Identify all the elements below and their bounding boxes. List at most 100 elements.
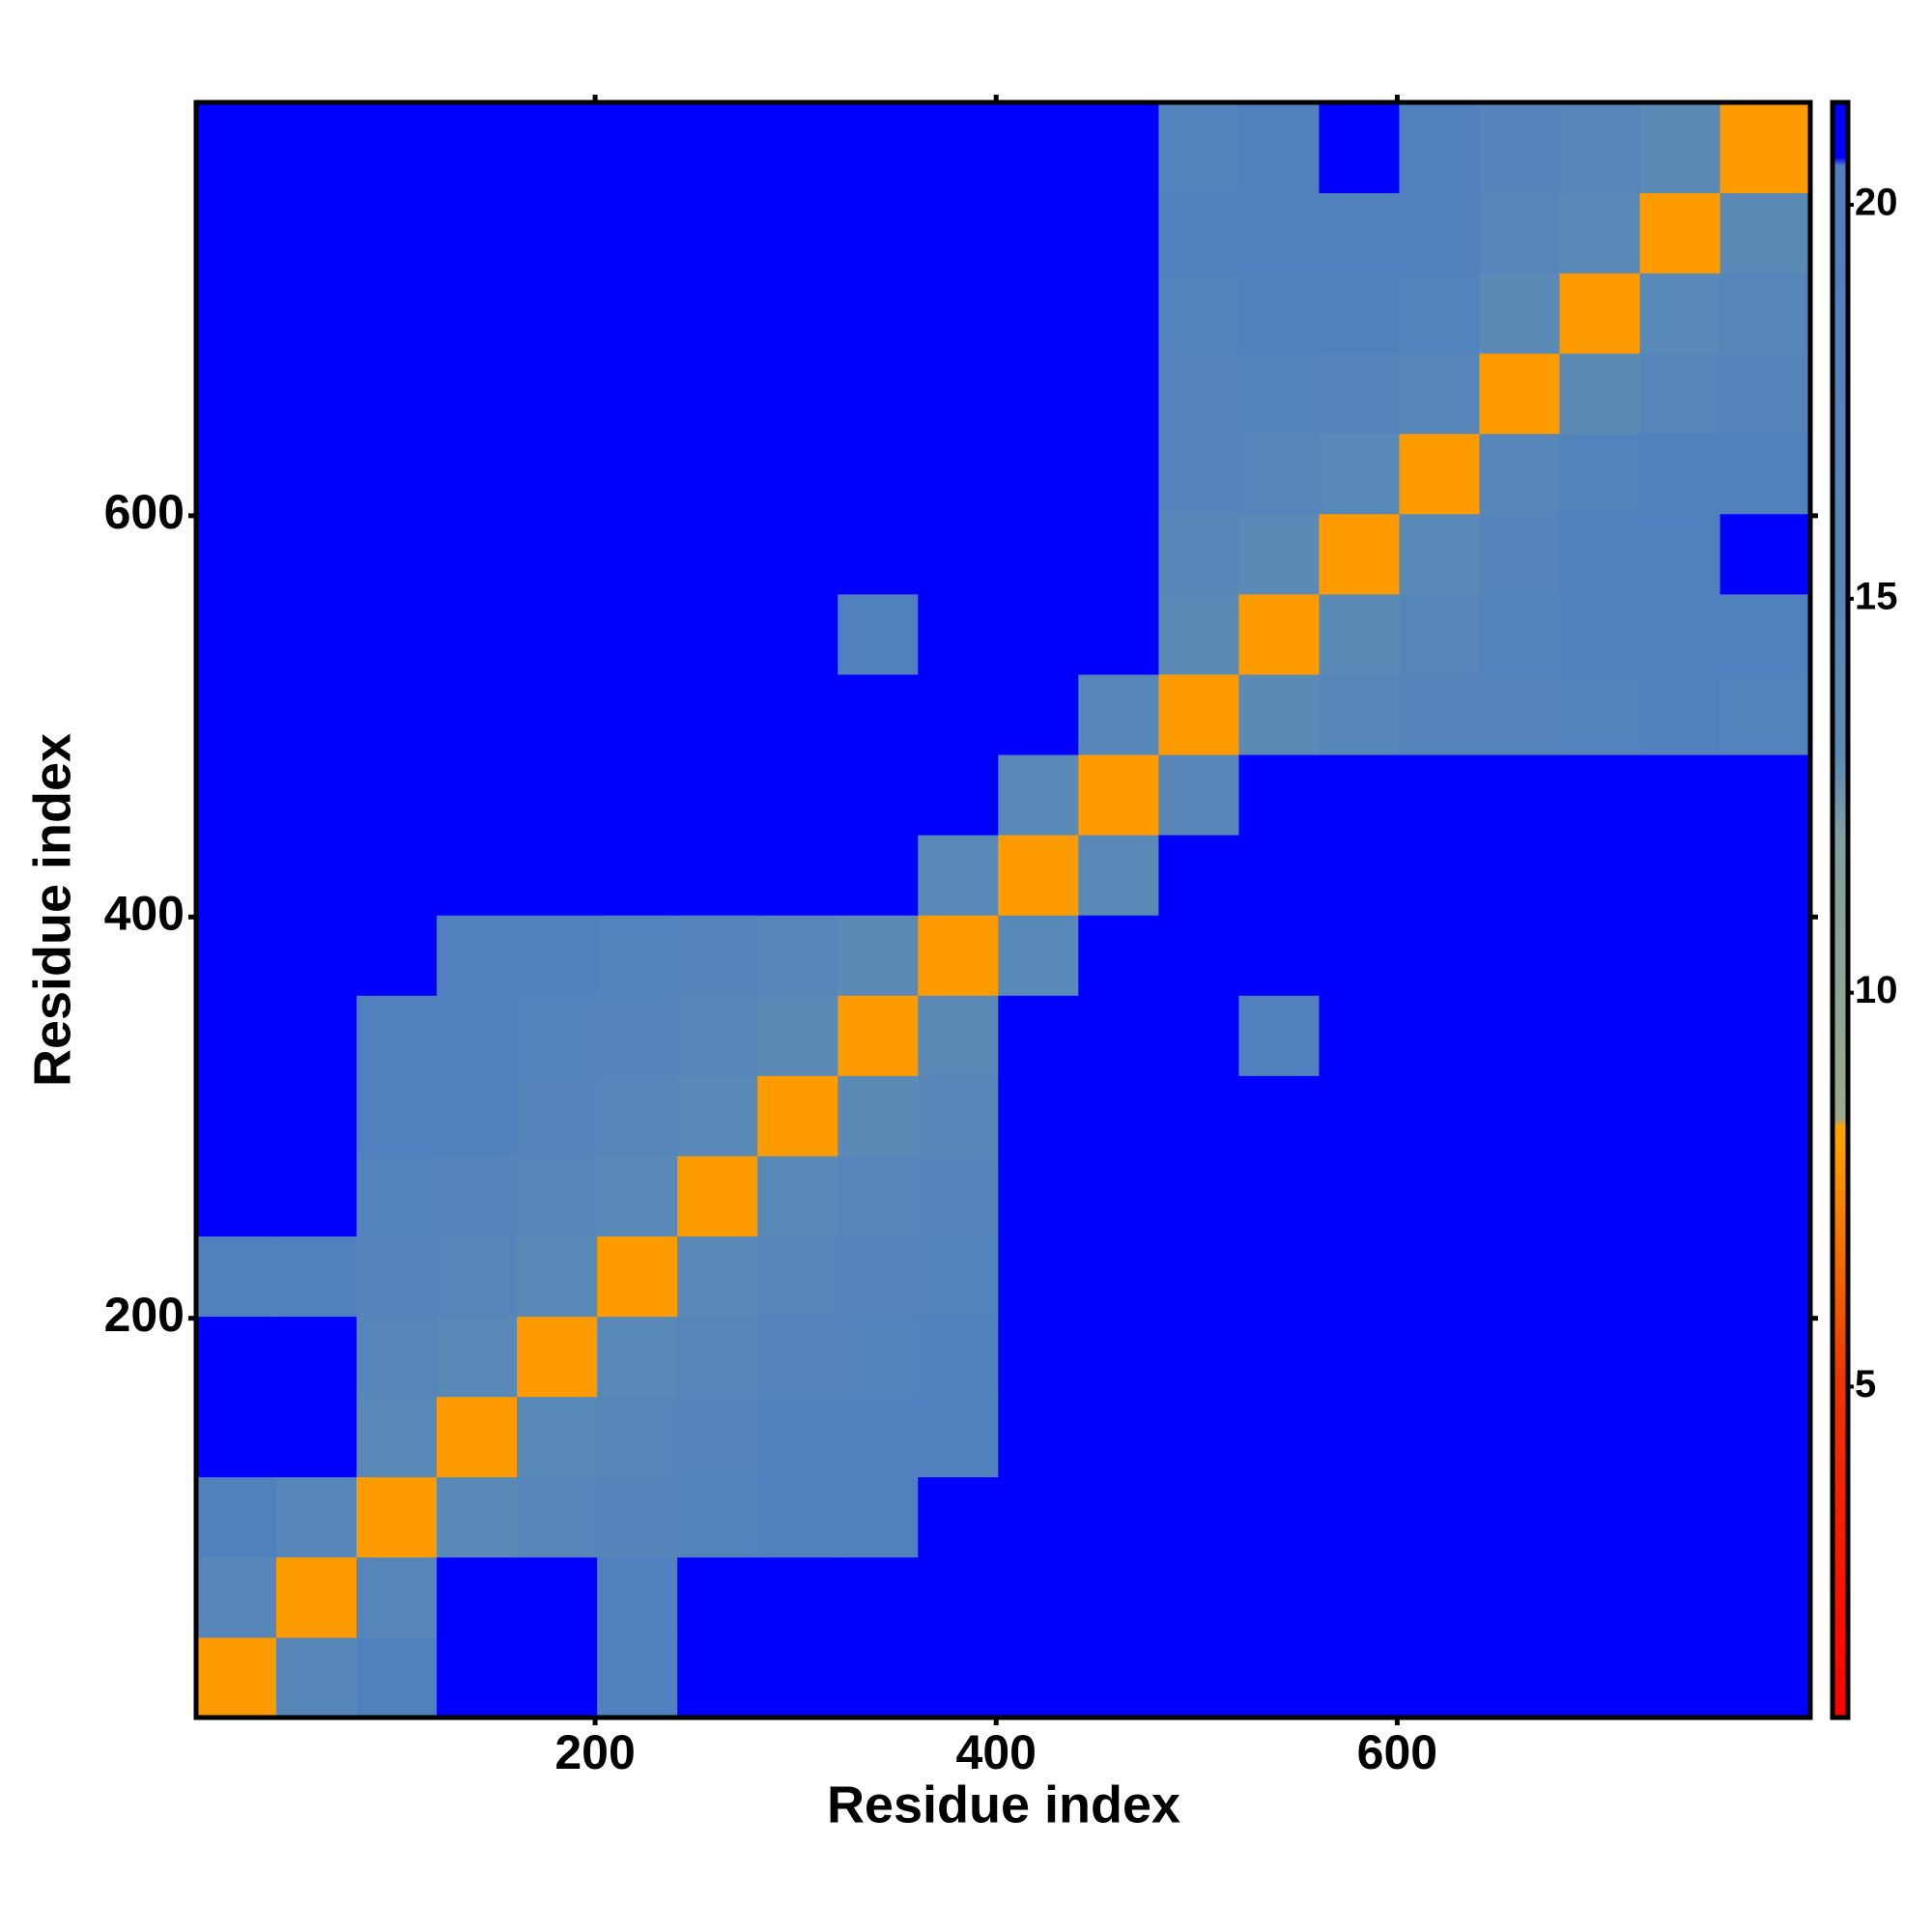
heatmap-cell	[1399, 1556, 1480, 1638]
heatmap-cell	[196, 593, 277, 675]
heatmap-cell	[838, 192, 919, 274]
heatmap-cell	[1078, 754, 1159, 836]
heatmap-cell	[677, 192, 758, 274]
heatmap-cell	[1559, 593, 1641, 675]
heatmap-cell	[1639, 433, 1721, 515]
heatmap-cell	[1479, 1476, 1561, 1558]
heatmap-cell	[1078, 513, 1159, 595]
heatmap-cell	[196, 835, 277, 916]
heatmap-cell	[918, 1075, 999, 1156]
heatmap-cell	[517, 1396, 598, 1478]
heatmap-cell	[1319, 1075, 1400, 1156]
heatmap-cell	[1158, 673, 1239, 755]
heatmap-cell	[1158, 192, 1239, 274]
heatmap-cell	[1719, 673, 1811, 755]
heatmap-cell	[517, 1556, 598, 1638]
heatmap-cell	[597, 1316, 678, 1398]
heatmap-cell	[1078, 192, 1159, 274]
heatmap-cell	[918, 1636, 999, 1719]
heatmap-cell	[597, 192, 678, 274]
heatmap-cell	[1399, 915, 1480, 996]
heatmap-cell	[998, 353, 1079, 435]
heatmap-cell	[838, 835, 919, 916]
heatmap-cell	[1719, 593, 1811, 675]
heatmap-cell	[196, 1396, 277, 1478]
heatmap-cell	[1559, 1636, 1641, 1719]
heatmap-cell	[517, 1636, 598, 1719]
heatmap-cell	[998, 272, 1079, 355]
heatmap-cell	[1559, 102, 1641, 193]
heatmap-cell	[838, 1155, 919, 1237]
heatmap-cell	[677, 1316, 758, 1398]
heatmap-cell	[918, 754, 999, 836]
heatmap-cell	[757, 1316, 838, 1398]
heatmap-cell	[437, 995, 518, 1076]
heatmap-cell	[1719, 1476, 1811, 1558]
heatmap-cell	[677, 835, 758, 916]
heatmap-cell	[517, 353, 598, 435]
heatmap-cell	[276, 593, 357, 675]
heatmap-cell	[517, 593, 598, 675]
heatmap-cell	[838, 673, 919, 755]
heatmap-cell	[677, 915, 758, 996]
heatmap-cell	[757, 1476, 838, 1558]
heatmap-cell	[838, 1636, 919, 1719]
heatmap-cell	[1399, 513, 1480, 595]
heatmap-cell	[677, 353, 758, 435]
heatmap-cell	[757, 915, 838, 996]
heatmap-cell	[1479, 593, 1561, 675]
heatmap-cell	[1319, 1316, 1400, 1398]
heatmap-cell	[517, 915, 598, 996]
heatmap-cell	[677, 1636, 758, 1719]
heatmap-cell	[838, 353, 919, 435]
y-axis-title: Residue index	[23, 733, 81, 1087]
heatmap-cell	[517, 1236, 598, 1318]
heatmap-cell	[1238, 192, 1320, 274]
heatmap-cell	[517, 192, 598, 274]
heatmap-cell	[1719, 102, 1811, 193]
heatmap-cell	[1399, 1476, 1480, 1558]
colorbar	[1830, 99, 1851, 1720]
heatmap-cell	[597, 1075, 678, 1156]
heatmap-cell	[196, 353, 277, 435]
heatmap-cell	[437, 1236, 518, 1318]
heatmap-cell	[918, 1476, 999, 1558]
heatmap-cell	[1319, 673, 1400, 755]
x-tick-label: 200	[554, 1725, 635, 1779]
heatmap-cell	[1319, 1636, 1400, 1719]
heatmap-cell	[677, 1396, 758, 1478]
heatmap-cell	[356, 272, 438, 355]
heatmap-cell	[1158, 1316, 1239, 1398]
heatmap-cell	[1719, 192, 1811, 274]
heatmap-cell	[437, 915, 518, 996]
heatmap-cell	[998, 1476, 1079, 1558]
heatmap-cell	[1719, 754, 1811, 836]
heatmap-cell	[1238, 1636, 1320, 1719]
heatmap-cell	[276, 1236, 357, 1318]
heatmap-cell	[1479, 1075, 1561, 1156]
heatmap-cell	[998, 673, 1079, 755]
heatmap-cell	[1158, 433, 1239, 515]
heatmap-cell	[1078, 433, 1159, 515]
heatmap-cell	[998, 1236, 1079, 1318]
heatmap-cell	[517, 102, 598, 193]
heatmap-cell	[677, 433, 758, 515]
heatmap-cell	[998, 102, 1079, 193]
heatmap-cell	[356, 673, 438, 755]
heatmap-cell	[1238, 1155, 1320, 1237]
heatmap-cell	[1479, 1236, 1561, 1318]
heatmap-cell	[1158, 835, 1239, 916]
heatmap-cell	[1639, 1236, 1721, 1318]
heatmap-cell	[597, 995, 678, 1076]
heatmap-cell	[597, 835, 678, 916]
heatmap-cell	[838, 1556, 919, 1638]
y-tick-label: 400	[104, 886, 185, 940]
heatmap-cell	[1078, 102, 1159, 193]
heatmap-cell	[998, 995, 1079, 1076]
heatmap-cell	[757, 673, 838, 755]
heatmap-cell	[1158, 754, 1239, 836]
heatmap-cell	[1319, 513, 1400, 595]
heatmap-cell	[517, 754, 598, 836]
heatmap-cell	[1158, 353, 1239, 435]
